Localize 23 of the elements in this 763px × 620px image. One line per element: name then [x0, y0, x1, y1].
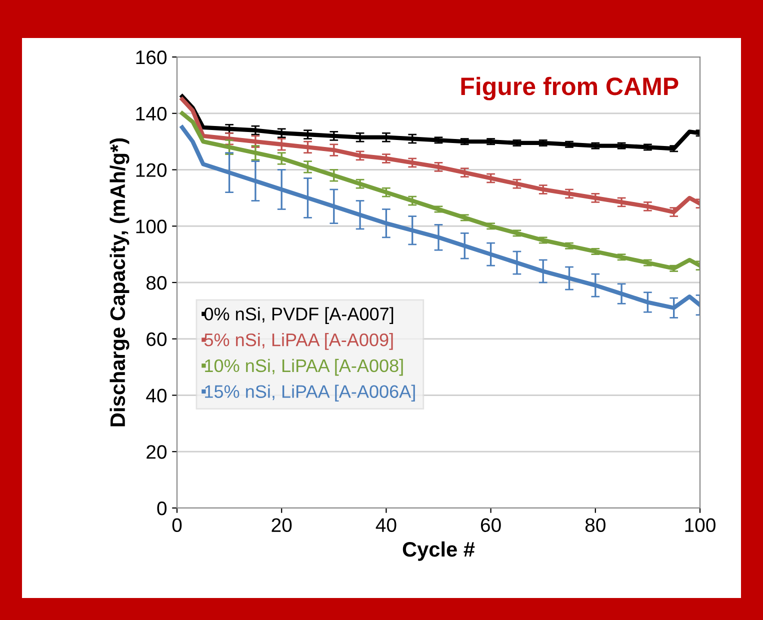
y-tick-label: 120 [136, 163, 167, 177]
y-tick-label: 80 [146, 276, 167, 290]
legend-label: 0% nSi, PVDF [A-A007] [204, 307, 394, 324]
x-tick-label: 60 [480, 518, 501, 532]
x-tick-label: 0 [172, 518, 182, 532]
y-tick-label: 40 [146, 388, 167, 402]
y-tick-label: 140 [136, 106, 167, 121]
x-tick-label: 80 [585, 518, 606, 532]
x-tick-label: 100 [685, 518, 716, 532]
legend-label: 5% nSi, LiPAA [A-A009] [204, 333, 393, 350]
y-tick-label: 60 [146, 332, 167, 346]
y-axis-title: Discharge Capacity, (mAh/g*) [110, 138, 130, 426]
x-axis-title: Cycle # [402, 541, 475, 561]
legend-label: 15% nSi, LiPAA [A-A006A] [205, 384, 415, 402]
y-tick-label: 0 [157, 501, 167, 516]
y-tick-label: 100 [136, 220, 167, 234]
x-tick-label: 40 [376, 518, 396, 532]
x-tick-label: 20 [272, 518, 292, 532]
line-series [180, 111, 700, 270]
annotation: Figure from CAMP [461, 76, 678, 100]
legend-label: 10% nSi, LiPAA [A-A008] [205, 358, 403, 376]
y-tick-label: 160 [136, 50, 167, 64]
y-tick-label: 20 [146, 445, 167, 459]
